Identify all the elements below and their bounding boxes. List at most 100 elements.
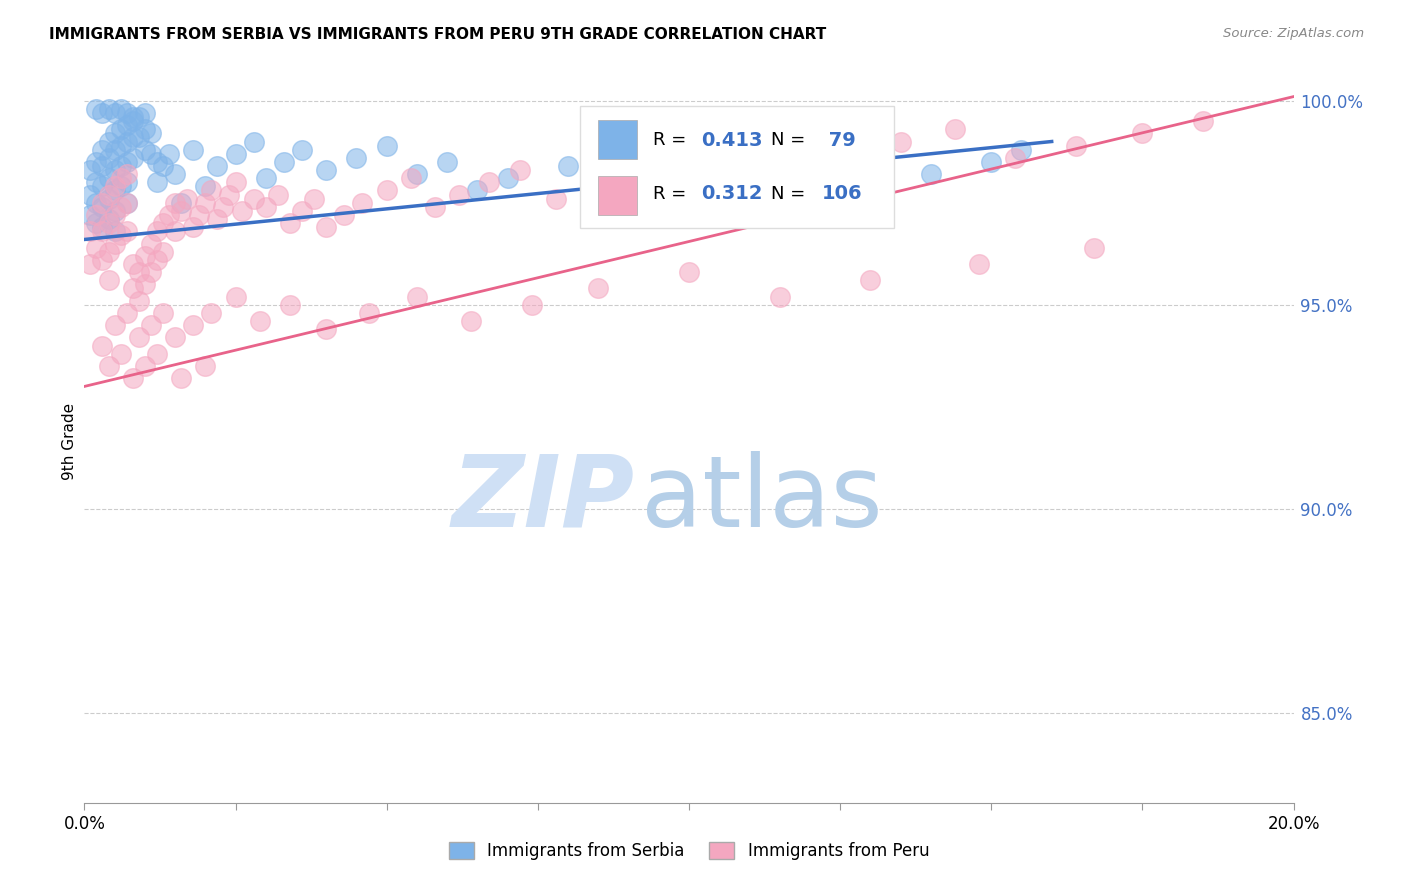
Point	[207, 212, 229, 227]
Point	[581, 179, 603, 194]
Point	[104, 126, 127, 140]
Point	[86, 241, 108, 255]
Point	[152, 306, 174, 320]
Point	[157, 208, 180, 222]
Point	[91, 200, 114, 214]
Point	[121, 281, 143, 295]
Point	[254, 200, 277, 214]
Point	[557, 159, 579, 173]
Point	[588, 281, 610, 295]
Point	[91, 159, 114, 173]
Point	[146, 252, 169, 267]
Point	[315, 220, 337, 235]
Point	[460, 314, 482, 328]
Point	[104, 318, 127, 333]
Point	[302, 192, 325, 206]
Point	[79, 208, 101, 222]
Point	[357, 306, 380, 320]
Point	[79, 163, 101, 178]
Point	[115, 167, 138, 181]
Point	[1192, 114, 1215, 128]
Point	[110, 102, 132, 116]
Text: 0.413: 0.413	[702, 131, 762, 150]
Point	[110, 122, 132, 136]
Point	[267, 187, 290, 202]
Point	[920, 167, 942, 181]
Point	[218, 187, 240, 202]
Point	[134, 106, 156, 120]
Point	[121, 114, 143, 128]
Point	[86, 216, 108, 230]
Point	[134, 122, 156, 136]
Point	[799, 151, 821, 165]
Point	[165, 195, 187, 210]
Point	[315, 322, 337, 336]
Point	[242, 135, 264, 149]
FancyBboxPatch shape	[581, 105, 894, 228]
Point	[291, 143, 314, 157]
Point	[97, 192, 120, 206]
Point	[104, 106, 127, 120]
Point	[79, 224, 101, 238]
Point	[346, 151, 368, 165]
Point	[79, 187, 101, 202]
Point	[967, 257, 990, 271]
Point	[91, 179, 114, 194]
Point	[769, 290, 792, 304]
Point	[91, 224, 114, 238]
Point	[97, 187, 120, 202]
Point	[91, 195, 114, 210]
Point	[375, 184, 398, 198]
Point	[91, 143, 114, 157]
Point	[291, 203, 314, 218]
Point	[91, 106, 114, 120]
Point	[181, 220, 204, 235]
Point	[496, 171, 519, 186]
Point	[152, 244, 174, 259]
Text: Source: ZipAtlas.com: Source: ZipAtlas.com	[1223, 27, 1364, 40]
Point	[467, 184, 489, 198]
Point	[1083, 241, 1105, 255]
Point	[97, 171, 120, 186]
Point	[110, 159, 132, 173]
Point	[110, 200, 132, 214]
Point	[181, 318, 204, 333]
Point	[97, 359, 120, 373]
Point	[146, 347, 169, 361]
Point	[352, 195, 374, 210]
Point	[104, 236, 127, 251]
Point	[315, 163, 337, 178]
Point	[97, 151, 120, 165]
Point	[121, 110, 143, 124]
Point	[617, 146, 640, 161]
Point	[146, 224, 169, 238]
Text: R =: R =	[652, 131, 692, 149]
Point	[121, 130, 143, 145]
Point	[170, 371, 193, 385]
Point	[91, 220, 114, 235]
Point	[97, 135, 120, 149]
Point	[520, 298, 543, 312]
Point	[617, 167, 640, 181]
Point	[121, 371, 143, 385]
Point	[678, 175, 700, 189]
Point	[86, 102, 108, 116]
Point	[859, 273, 882, 287]
Text: N =: N =	[770, 185, 811, 202]
Point	[104, 203, 127, 218]
Point	[121, 257, 143, 271]
Point	[654, 155, 676, 169]
Point	[225, 290, 247, 304]
Point	[478, 175, 501, 189]
Point	[786, 159, 808, 173]
Point	[110, 347, 132, 361]
Point	[139, 265, 162, 279]
Point	[115, 118, 138, 132]
Point	[278, 298, 301, 312]
Point	[835, 146, 858, 161]
Point	[194, 359, 217, 373]
Point	[194, 195, 217, 210]
Point	[194, 179, 217, 194]
Point	[128, 265, 150, 279]
Point	[738, 163, 761, 178]
